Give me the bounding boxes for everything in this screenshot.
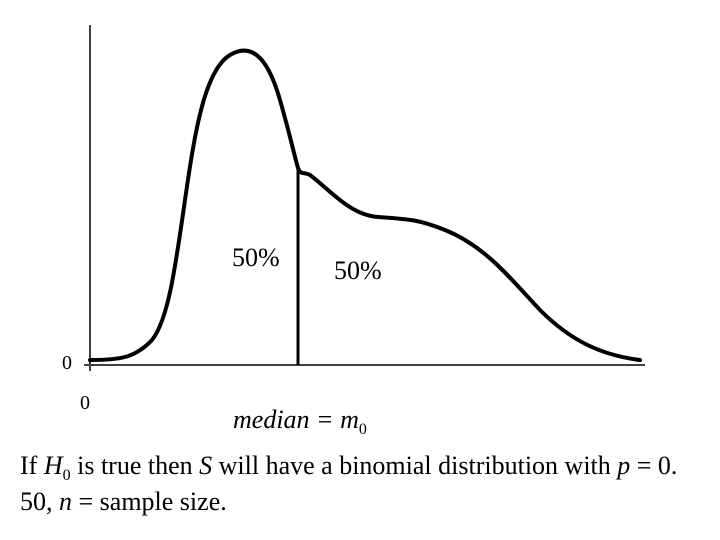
y-axis-zero-label: 0 <box>62 352 72 375</box>
cap-mid2: will have a binomial distribution with <box>212 451 617 480</box>
chart-svg <box>80 20 650 390</box>
cap-n: n <box>59 487 72 516</box>
cap-mid1: is true then <box>71 451 200 480</box>
density-chart <box>80 20 650 390</box>
median-label-prefix: median = <box>233 405 340 434</box>
x-axis-zero-label: 0 <box>80 392 90 415</box>
cap-S: S <box>199 451 212 480</box>
mu-symbol: m <box>340 405 359 434</box>
caption-text: If H0 is true then S will have a binomia… <box>20 450 700 519</box>
cap-pre: If <box>20 451 44 480</box>
cap-H-sub: 0 <box>63 467 71 484</box>
cap-H: H <box>44 451 63 480</box>
cap-tail: = sample size. <box>72 487 227 516</box>
density-curve <box>90 51 640 360</box>
mu-subscript: 0 <box>359 421 367 438</box>
left-50-label: 50% <box>232 243 280 273</box>
right-50-label: 50% <box>334 256 382 286</box>
median-label: median = m0 <box>233 405 367 439</box>
cap-p: p <box>617 451 630 480</box>
figure-root: { "chart": { "type": "line", "background… <box>0 0 720 540</box>
